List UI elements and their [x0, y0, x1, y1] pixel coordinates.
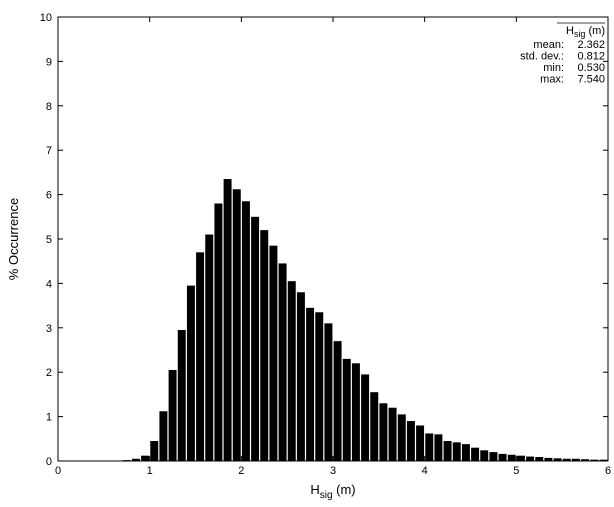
- histogram-bar: [388, 407, 397, 461]
- histogram-bar: [214, 203, 223, 462]
- histogram-bar: [489, 452, 498, 461]
- plot-area: [57, 16, 609, 462]
- stats-label: min:: [543, 62, 564, 74]
- y-tick-label: 6: [46, 190, 52, 202]
- histogram-bar: [324, 323, 333, 461]
- stats-header-subscript: sig: [574, 29, 586, 39]
- stats-label: max:: [540, 74, 564, 86]
- histogram-bar: [232, 189, 241, 461]
- histogram-bar: [260, 230, 269, 461]
- histogram-bar: [590, 459, 599, 461]
- stats-value: 2.362: [577, 39, 605, 51]
- stats-rows: mean: 2.362 std. dev.: 0.812 min: 0.530 max: 7.…: [520, 39, 605, 86]
- histogram-bar: [471, 447, 480, 461]
- x-axis-label-unit: (m): [333, 482, 356, 497]
- x-tick-label: 4: [422, 465, 428, 477]
- histogram-bar: [241, 201, 250, 461]
- histogram-bar: [599, 459, 608, 461]
- histogram-bar: [342, 358, 351, 461]
- y-tick-label: 5: [46, 234, 52, 246]
- histogram-bar: [278, 263, 287, 461]
- histogram-bar: [177, 330, 186, 461]
- y-tick-label: 7: [46, 145, 52, 157]
- histogram-bar: [406, 421, 415, 461]
- histogram-bar: [498, 453, 507, 461]
- histogram-bar: [296, 292, 305, 461]
- histogram-bar: [461, 444, 470, 461]
- y-tick-label: 8: [46, 101, 52, 113]
- histogram-bar: [553, 458, 562, 461]
- x-tick-label: 6: [605, 465, 611, 477]
- histogram-bar: [434, 434, 443, 461]
- y-tick-label: 1: [46, 412, 52, 424]
- histogram-bar: [544, 457, 553, 461]
- histogram-bar: [315, 312, 324, 461]
- histogram-bar: [351, 363, 360, 461]
- y-tick-label: 4: [46, 278, 52, 290]
- y-axis-label: % Occurrence: [6, 198, 21, 280]
- y-tick-label: 0: [46, 456, 52, 468]
- x-axis-label-subscript: sig: [320, 490, 333, 501]
- stats-header: Hsig (m): [566, 25, 605, 39]
- histogram-bar: [480, 450, 489, 461]
- x-tick-label: 2: [238, 465, 244, 477]
- histogram-bar: [159, 411, 168, 461]
- bars-group: [104, 179, 608, 462]
- histogram-bar: [516, 455, 525, 461]
- stats-box: Hsig (m) mean: 2.362 std. dev.: 0.812 min: 0.…: [520, 22, 605, 86]
- stats-value: 0.812: [577, 51, 605, 63]
- histogram-bar: [333, 341, 342, 461]
- histogram-bar: [205, 234, 214, 461]
- histogram-bar: [379, 403, 388, 461]
- x-axis-label-main: H: [310, 482, 319, 497]
- x-tick-label: 5: [513, 465, 519, 477]
- histogram-bar: [269, 245, 278, 461]
- stats-label: std. dev.:: [520, 51, 564, 63]
- histogram-bar: [507, 454, 516, 461]
- histogram-bar: [443, 441, 452, 461]
- histogram-bar: [223, 179, 232, 461]
- histogram-bar: [306, 307, 315, 461]
- x-tick-label: 3: [330, 465, 336, 477]
- histogram-bar: [131, 458, 140, 461]
- stats-value: 7.540: [577, 74, 605, 86]
- histogram-bar: [416, 425, 425, 461]
- histogram-bar: [196, 252, 205, 461]
- histogram-bar: [251, 216, 260, 461]
- histogram-bar: [571, 458, 580, 461]
- y-tick-label: 3: [46, 323, 52, 335]
- histogram-bar: [150, 441, 159, 461]
- y-tick-label: 10: [40, 12, 52, 24]
- x-tick-label: 1: [147, 465, 153, 477]
- stats-header-unit: (m): [585, 25, 605, 37]
- stats-header-main: H: [566, 25, 574, 37]
- histogram-bar: [581, 459, 590, 461]
- histogram-bar: [452, 442, 461, 461]
- histogram-bar: [186, 285, 195, 461]
- histogram-bar: [526, 456, 535, 461]
- x-axis-ticks: 0 1 2 3 4 5 6: [55, 17, 611, 477]
- stats-value: 0.530: [577, 62, 605, 74]
- histogram-bar: [141, 455, 150, 461]
- histogram-bar: [168, 369, 177, 461]
- y-tick-label: 9: [46, 56, 52, 68]
- x-tick-label: 0: [55, 465, 61, 477]
- histogram-bar: [425, 433, 434, 461]
- y-axis-ticks: 0 1 2 3 4 5 6 7 8 9 10: [40, 12, 608, 468]
- y-tick-label: 2: [46, 367, 52, 379]
- stats-label: mean:: [533, 39, 564, 51]
- x-axis-label: Hsig (m): [310, 482, 355, 501]
- histogram-bar: [287, 281, 296, 461]
- histogram-bar: [562, 458, 571, 461]
- histogram-bar: [397, 414, 406, 461]
- histogram-bar: [370, 392, 379, 461]
- histogram-bar: [122, 460, 131, 461]
- histogram-bar: [535, 457, 544, 461]
- histogram-bar: [361, 374, 370, 461]
